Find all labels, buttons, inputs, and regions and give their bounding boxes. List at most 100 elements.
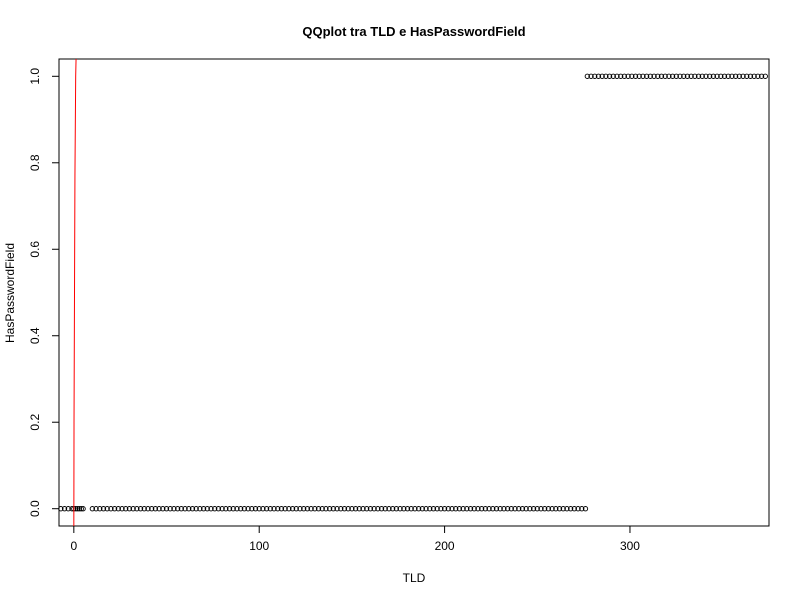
data-point bbox=[345, 506, 351, 512]
data-point bbox=[582, 506, 589, 512]
data-point bbox=[145, 506, 151, 512]
data-point bbox=[497, 506, 503, 512]
data-point bbox=[640, 73, 646, 79]
data-point bbox=[762, 73, 768, 79]
data-point bbox=[230, 506, 236, 512]
data-point bbox=[415, 506, 422, 512]
data-point bbox=[393, 506, 400, 512]
y-tick-label: 0.4 bbox=[28, 327, 42, 344]
data-point bbox=[338, 506, 344, 512]
y-tick-label: 0.8 bbox=[28, 154, 42, 171]
data-point bbox=[223, 506, 229, 512]
data-point bbox=[692, 73, 698, 79]
data-point bbox=[182, 506, 188, 512]
data-point bbox=[575, 506, 581, 512]
data-point bbox=[751, 73, 757, 79]
data-point bbox=[97, 506, 103, 512]
data-point bbox=[297, 506, 303, 512]
data-point bbox=[625, 73, 631, 79]
data-point bbox=[137, 506, 144, 512]
data-point bbox=[710, 73, 717, 79]
data-point bbox=[289, 506, 296, 512]
data-point bbox=[404, 506, 411, 512]
data-point bbox=[695, 73, 702, 79]
data-point bbox=[100, 506, 107, 512]
data-point bbox=[740, 73, 746, 79]
data-point bbox=[208, 506, 214, 512]
data-point bbox=[334, 506, 340, 512]
data-point bbox=[282, 506, 288, 512]
data-point bbox=[556, 506, 563, 512]
data-point bbox=[560, 506, 566, 512]
data-point bbox=[567, 506, 574, 512]
data-point bbox=[490, 506, 496, 512]
data-point bbox=[553, 506, 559, 512]
data-point bbox=[308, 506, 314, 512]
data-point bbox=[312, 506, 318, 512]
data-point bbox=[278, 506, 285, 512]
data-point bbox=[542, 506, 548, 512]
data-point bbox=[718, 73, 724, 79]
data-point bbox=[595, 73, 602, 79]
data-point bbox=[703, 73, 709, 79]
data-point bbox=[592, 73, 598, 79]
data-point bbox=[263, 506, 270, 512]
data-point bbox=[647, 73, 654, 79]
qq-reference-line bbox=[73, 58, 77, 527]
data-point bbox=[534, 506, 540, 512]
data-point bbox=[390, 506, 396, 512]
data-point bbox=[319, 506, 325, 512]
data-point bbox=[58, 506, 64, 512]
data-point bbox=[438, 506, 444, 512]
data-point bbox=[419, 506, 425, 512]
data-point bbox=[508, 506, 514, 512]
data-point bbox=[267, 506, 273, 512]
data-point bbox=[564, 506, 570, 512]
data-point bbox=[304, 506, 311, 512]
x-tick-label: 100 bbox=[249, 539, 269, 553]
data-point bbox=[160, 506, 166, 512]
data-point bbox=[449, 506, 455, 512]
data-point bbox=[688, 73, 694, 79]
data-point bbox=[666, 73, 672, 79]
x-tick-label: 200 bbox=[435, 539, 455, 553]
data-point bbox=[260, 506, 266, 512]
data-point bbox=[74, 506, 81, 512]
data-point bbox=[249, 506, 255, 512]
data-point bbox=[479, 506, 485, 512]
data-point bbox=[293, 506, 299, 512]
data-point bbox=[427, 506, 433, 512]
data-point bbox=[61, 506, 68, 512]
data-point bbox=[356, 506, 362, 512]
data-point bbox=[76, 506, 83, 512]
data-point bbox=[441, 506, 448, 512]
data-point bbox=[126, 506, 133, 512]
y-tick-label: 0.0 bbox=[28, 500, 42, 517]
data-point bbox=[104, 506, 110, 512]
data-point bbox=[241, 506, 248, 512]
data-point bbox=[714, 73, 720, 79]
data-point bbox=[538, 506, 544, 512]
data-point bbox=[464, 506, 470, 512]
data-point bbox=[167, 506, 173, 512]
data-point bbox=[115, 506, 121, 512]
data-point bbox=[163, 506, 170, 512]
data-point bbox=[658, 73, 665, 79]
y-tick-label: 0.6 bbox=[28, 241, 42, 258]
data-point bbox=[707, 73, 713, 79]
data-point bbox=[174, 506, 181, 512]
data-point bbox=[584, 73, 590, 79]
data-point bbox=[588, 73, 594, 79]
data-point bbox=[523, 506, 529, 512]
data-point bbox=[475, 506, 481, 512]
data-point bbox=[530, 506, 537, 512]
y-axis-label: HasPasswordField bbox=[3, 243, 17, 343]
data-point bbox=[456, 506, 463, 512]
data-point bbox=[662, 73, 668, 79]
plot-frame bbox=[58, 58, 770, 527]
data-point bbox=[256, 506, 262, 512]
data-point bbox=[486, 506, 492, 512]
data-point bbox=[644, 73, 650, 79]
data-point bbox=[65, 506, 71, 512]
